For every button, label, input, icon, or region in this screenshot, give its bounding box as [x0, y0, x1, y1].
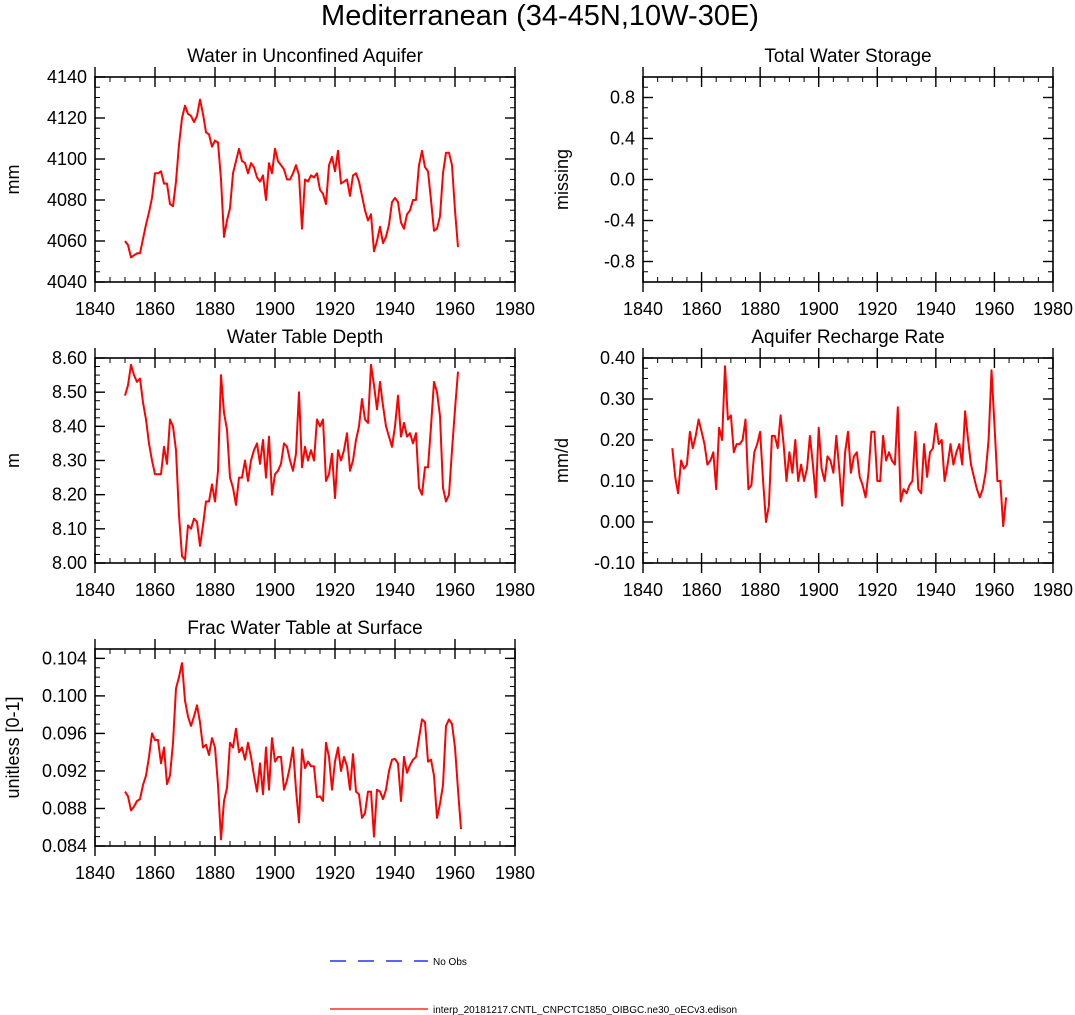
x-tick-label: 1920 — [857, 580, 897, 600]
series-line — [671, 365, 1008, 528]
x-tick-label: 1880 — [740, 299, 780, 319]
y-tick-label: 0.104 — [42, 648, 87, 668]
y-tick-label: 8.00 — [52, 553, 87, 573]
y-tick-label: 4100 — [47, 149, 87, 169]
y-tick-label: 8.10 — [52, 519, 87, 539]
y-axis-label: unitless [0-1] — [3, 696, 23, 798]
figure-title: Mediterranean (34-45N,10W-30E) — [321, 0, 759, 32]
x-tick-label: 1980 — [1033, 580, 1073, 600]
y-tick-label: 0.0 — [610, 170, 635, 190]
y-tick-label: 0.096 — [42, 723, 87, 743]
x-tick-label: 1840 — [623, 580, 663, 600]
panel-title: Total Water Storage — [764, 46, 931, 67]
x-tick-label: 1900 — [799, 580, 839, 600]
x-tick-label: 1920 — [315, 580, 355, 600]
x-tick-label: 1920 — [315, 863, 355, 883]
y-tick-label: 4140 — [47, 67, 87, 87]
x-tick-label: 1940 — [916, 299, 956, 319]
y-tick-label: 8.40 — [52, 416, 87, 436]
y-tick-label: 0.088 — [42, 798, 87, 818]
x-tick-label: 1860 — [135, 863, 175, 883]
x-tick-label: 1900 — [799, 299, 839, 319]
legend-no-obs-label: No Obs — [433, 957, 467, 968]
y-tick-label: 8.30 — [52, 451, 87, 471]
panel-water-table-depth: Water Table Depth 1840 1860 1880 1900 1920 194… — [3, 327, 535, 600]
x-tick-label: 1860 — [135, 299, 175, 319]
x-tick-label: 1900 — [255, 863, 295, 883]
x-tick-label: 1960 — [974, 299, 1014, 319]
y-axis-label: m — [3, 453, 23, 468]
y-tick-label: -0.8 — [604, 252, 635, 272]
y-tick-label: 8.20 — [52, 485, 87, 505]
series-line — [124, 98, 459, 259]
y-tick-label: 4120 — [47, 108, 87, 128]
x-tick-label: 1880 — [195, 863, 235, 883]
y-tick-label: -0.10 — [594, 553, 635, 573]
panel-unconfined-aquifer: Water in Unconfined Aquifer 1840 1860 1880 1… — [3, 46, 535, 319]
y-tick-label: 0.8 — [610, 88, 635, 108]
panel-aquifer-recharge-rate: Aquifer Recharge Rate 1840 1860 1880 1900 192… — [552, 327, 1073, 600]
panel-frac-water-table: Frac Water Table at Surface 1840 1860 1880 1… — [3, 618, 535, 883]
series-line — [124, 662, 462, 841]
y-tick-label: -0.4 — [604, 211, 635, 231]
panel-title: Water in Unconfined Aquifer — [187, 46, 424, 67]
x-tick-label: 1840 — [75, 299, 115, 319]
y-tick-label: 0.4 — [610, 129, 635, 149]
plot-frame — [642, 76, 1054, 283]
x-tick-label: 1980 — [495, 299, 535, 319]
series-line — [124, 363, 459, 561]
x-tick-label: 1980 — [495, 580, 535, 600]
x-tick-label: 1860 — [682, 580, 722, 600]
y-axis-label: missing — [552, 149, 572, 210]
x-tick-label: 1880 — [195, 299, 235, 319]
y-axis-label: mm/d — [552, 438, 572, 483]
x-tick-label: 1940 — [375, 580, 415, 600]
y-tick-label: 0.30 — [600, 389, 635, 409]
panel-total-water-storage: Total Water Storage 1840 1860 1880 1900 1920 1… — [552, 46, 1073, 319]
x-tick-label: 1860 — [135, 580, 175, 600]
y-tick-label: 0.100 — [42, 686, 87, 706]
x-tick-label: 1940 — [375, 863, 415, 883]
x-tick-label: 1940 — [916, 580, 956, 600]
legend: No Obs interp_20181217.CNTL_CNPCTC1850_O… — [330, 957, 737, 1015]
x-tick-label: 1960 — [974, 580, 1014, 600]
y-tick-label: 8.50 — [52, 382, 87, 402]
x-tick-label: 1940 — [375, 299, 415, 319]
y-tick-label: 0.10 — [600, 471, 635, 491]
x-tick-label: 1980 — [495, 863, 535, 883]
x-tick-label: 1880 — [195, 580, 235, 600]
y-tick-label: 0.084 — [42, 836, 87, 856]
x-tick-label: 1880 — [740, 580, 780, 600]
y-axis-label: mm — [3, 165, 23, 195]
x-tick-label: 1960 — [435, 863, 475, 883]
x-tick-label: 1980 — [1033, 299, 1073, 319]
x-tick-label: 1900 — [255, 580, 295, 600]
x-tick-label: 1960 — [435, 299, 475, 319]
y-tick-label: 4040 — [47, 272, 87, 292]
x-tick-label: 1960 — [435, 580, 475, 600]
y-tick-label: 0.40 — [600, 348, 635, 368]
x-tick-label: 1860 — [682, 299, 722, 319]
y-tick-label: 8.60 — [52, 348, 87, 368]
y-tick-label: 0.20 — [600, 430, 635, 450]
x-tick-label: 1840 — [75, 580, 115, 600]
x-tick-label: 1840 — [623, 299, 663, 319]
x-tick-label: 1840 — [75, 863, 115, 883]
y-tick-label: 0.00 — [600, 512, 635, 532]
x-tick-label: 1920 — [857, 299, 897, 319]
panel-title: Aquifer Recharge Rate — [751, 327, 944, 348]
x-tick-label: 1920 — [315, 299, 355, 319]
y-tick-label: 4080 — [47, 190, 87, 210]
panel-title: Frac Water Table at Surface — [187, 618, 423, 639]
legend-model-label: interp_20181217.CNTL_CNPCTC1850_OIBGC.ne… — [433, 1005, 737, 1015]
panel-title: Water Table Depth — [227, 327, 383, 348]
x-tick-label: 1900 — [255, 299, 295, 319]
y-tick-label: 0.092 — [42, 761, 87, 781]
y-tick-label: 4060 — [47, 231, 87, 251]
